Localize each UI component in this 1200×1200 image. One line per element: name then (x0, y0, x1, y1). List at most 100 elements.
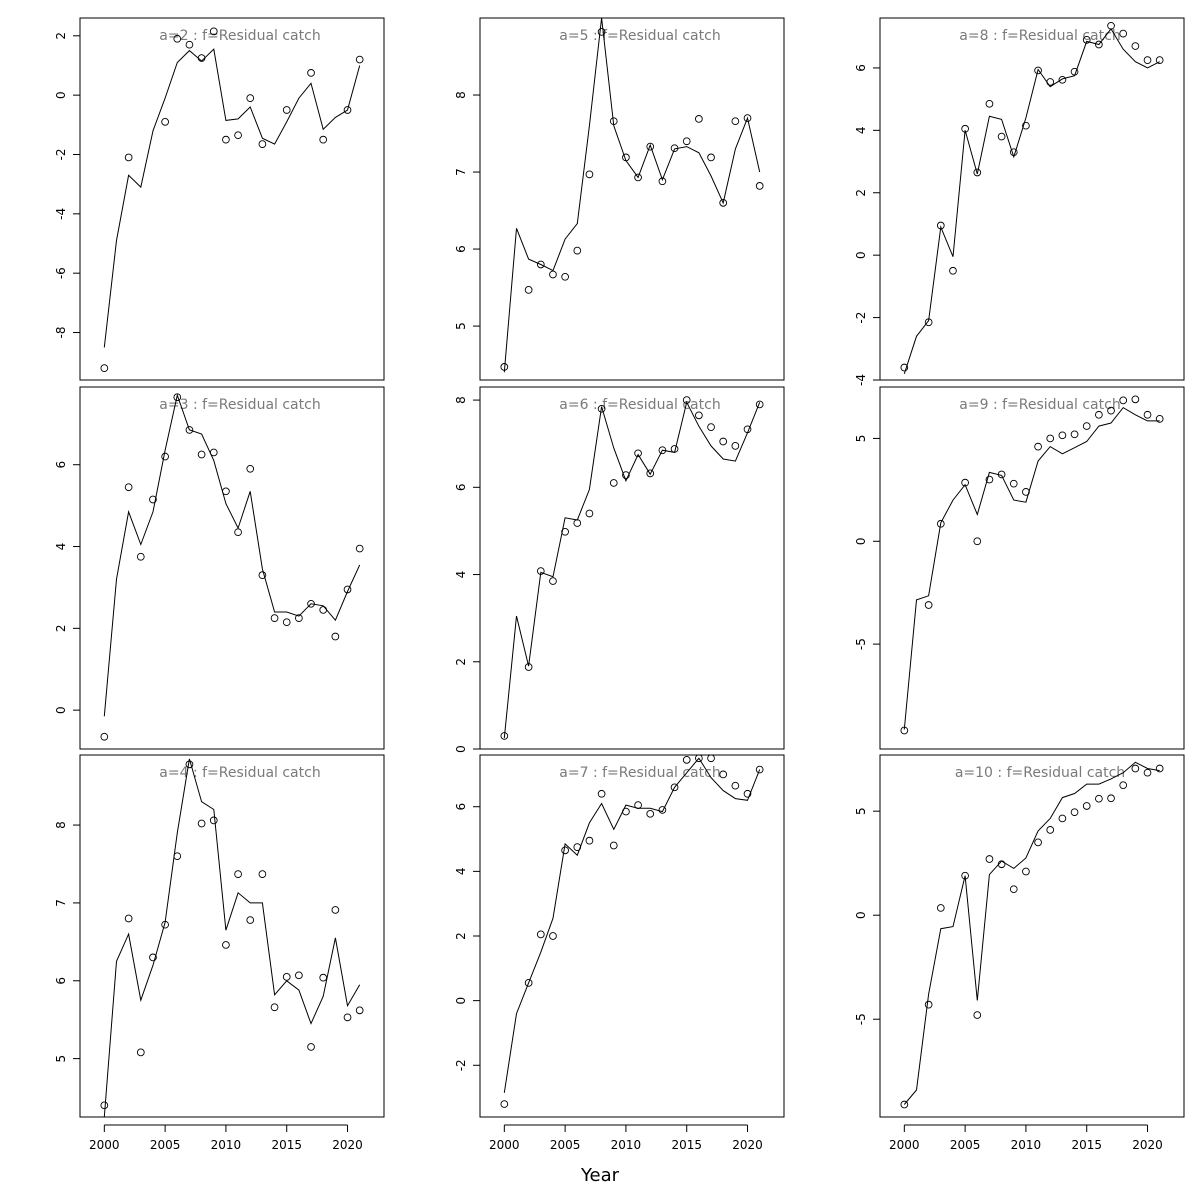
observed-point (561, 272, 569, 281)
x-tick-label: 2005 (950, 1138, 981, 1152)
observed-point (1058, 814, 1067, 823)
observed-point (173, 852, 182, 861)
observed-point (1058, 431, 1067, 440)
observed-point (319, 606, 328, 614)
panel-1: a=2 : f=Residual catch -8 -6 -4 -2 0 2 (54, 17, 385, 381)
observed-point (282, 973, 291, 981)
observed-point (258, 870, 267, 878)
observed-point (1119, 29, 1128, 38)
observed-point (900, 726, 909, 735)
y-tick-label: 6 (454, 803, 468, 811)
observed-point (173, 34, 182, 43)
y-tick-label: 4 (454, 571, 468, 579)
observed-point (549, 577, 557, 585)
observed-point (646, 142, 655, 151)
observed-point (609, 479, 618, 487)
observed-point (985, 99, 994, 108)
observed-point (731, 442, 740, 450)
observed-point (707, 423, 715, 431)
observed-point (561, 846, 569, 855)
observed-point (973, 168, 982, 177)
plot-frame (479, 386, 785, 750)
observed-point (573, 519, 582, 527)
observed-point (500, 363, 509, 371)
fitted-line (503, 18, 761, 373)
observed-point (743, 789, 752, 798)
observed-point (1058, 75, 1067, 84)
observed-point (1107, 406, 1115, 415)
observed-point (270, 614, 279, 622)
observed-point (682, 137, 691, 146)
observed-point (743, 114, 752, 122)
observed-point (331, 906, 340, 914)
data-layer (900, 21, 1164, 374)
y-tick-label: 4 (54, 543, 68, 551)
fitted-line (903, 761, 1160, 1105)
observed-point (755, 182, 764, 190)
observed-point (295, 614, 303, 622)
y-tick-label: -2 (854, 312, 868, 324)
observed-point (707, 755, 715, 763)
observed-point (719, 437, 728, 446)
observed-point (136, 552, 145, 561)
panel-title: a=10 : f=Residual catch (955, 765, 1125, 781)
panel-7: a=4 : f=Residual catch 5 6 7 8 2000 2005 2010 20… (54, 754, 385, 1152)
observed-point (355, 55, 364, 64)
y-tick-label: 0 (454, 997, 468, 1005)
observed-point (1143, 410, 1152, 419)
observed-point (573, 843, 582, 851)
y-tick-label: 6 (454, 483, 468, 491)
observed-point (670, 445, 679, 453)
observed-point (985, 475, 994, 484)
observed-point (1131, 764, 1140, 773)
observed-point (222, 135, 230, 144)
fitted-line (503, 400, 761, 739)
observed-point (997, 470, 1006, 479)
data-layer (500, 18, 764, 373)
observed-point (561, 527, 569, 536)
observed-point (682, 755, 691, 764)
observed-point (1046, 78, 1055, 86)
observed-point (585, 509, 594, 518)
observed-point (197, 54, 206, 62)
observed-point (355, 1006, 364, 1015)
y-tick-label: 2 (454, 658, 468, 666)
panel-title: a=7 : f=Residual catch (559, 765, 720, 781)
observed-point (1143, 768, 1152, 777)
observed-point (1009, 479, 1018, 488)
observed-point (149, 495, 157, 504)
observed-point (1070, 808, 1079, 817)
observed-point (549, 932, 557, 940)
observed-point (585, 836, 594, 845)
observed-point (124, 483, 133, 492)
y-tick-label: 4 (454, 868, 468, 876)
observed-point (719, 199, 728, 207)
observed-point (634, 449, 642, 458)
observed-point (246, 94, 255, 102)
observed-point (524, 663, 533, 671)
panel-9: a=10 : f=Residual catch -5 0 5 2000 2005 2010 2… (854, 754, 1185, 1152)
observed-point (961, 478, 969, 487)
observed-point (209, 27, 218, 36)
observed-point (658, 177, 667, 186)
plot-frame (79, 754, 385, 1118)
observed-point (343, 1013, 352, 1022)
y-tick-label: -6 (54, 267, 68, 279)
observed-point (1009, 885, 1018, 894)
observed-point (100, 1101, 109, 1110)
y-tick-label: 7 (454, 168, 468, 176)
observed-point (609, 841, 618, 850)
observed-point (258, 571, 267, 580)
observed-point (670, 144, 679, 153)
observed-point (500, 1100, 509, 1108)
observed-point (658, 806, 667, 814)
observed-point (1119, 396, 1128, 405)
observed-point (1131, 395, 1140, 404)
observed-point (1070, 430, 1079, 439)
observed-point (246, 916, 255, 924)
fitted-line (903, 406, 1160, 730)
observed-point (900, 1100, 909, 1109)
observed-point (197, 450, 206, 459)
observed-point (343, 106, 352, 114)
y-tick-label: -4 (54, 208, 68, 220)
